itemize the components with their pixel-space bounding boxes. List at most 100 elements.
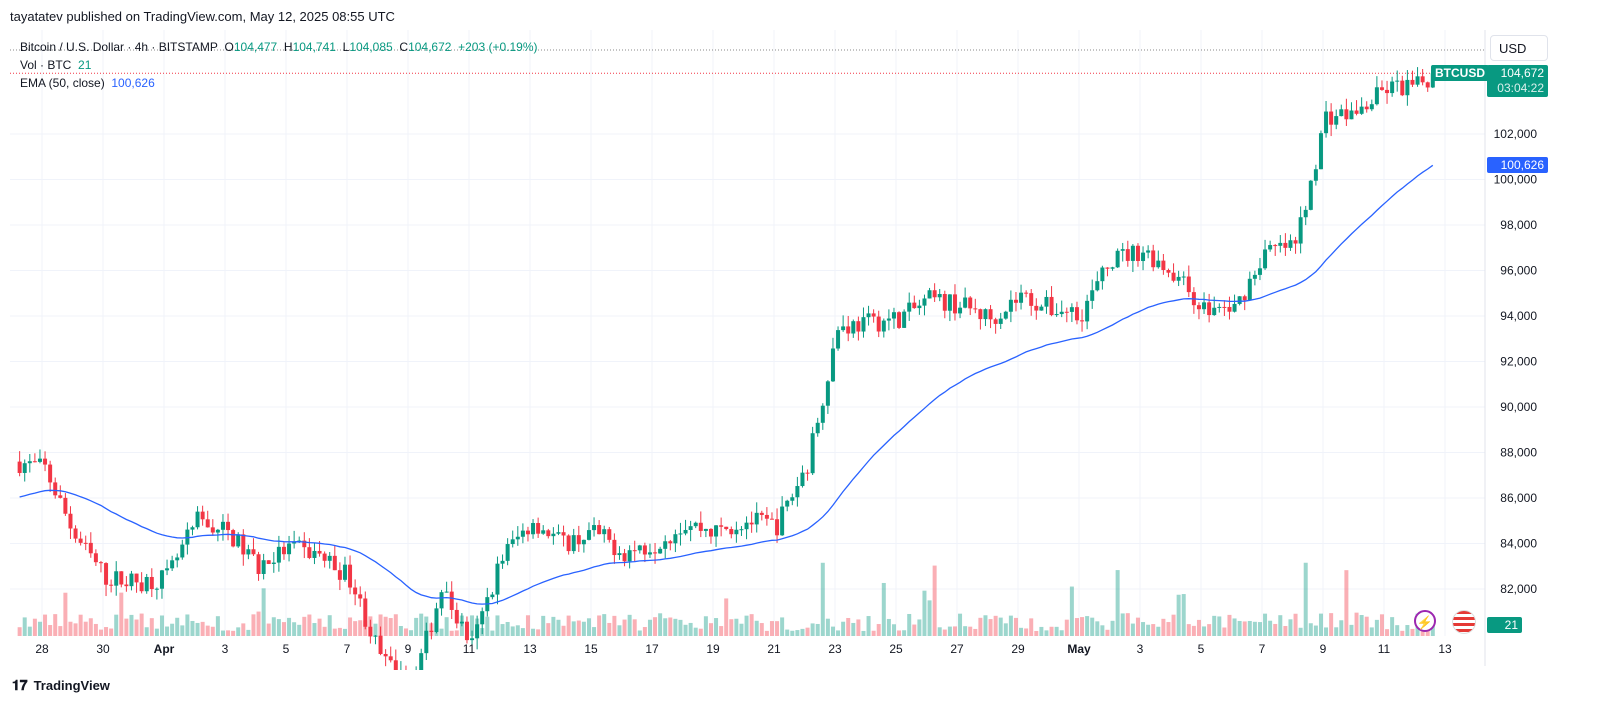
candle-body — [1227, 306, 1232, 312]
candle-body — [1090, 290, 1095, 301]
currency-button[interactable]: USD — [1490, 35, 1548, 61]
volume-bar — [32, 618, 37, 636]
volume-bar — [983, 615, 988, 636]
grid — [0, 30, 1486, 666]
candle-body — [983, 309, 988, 320]
volume-bar — [1064, 619, 1069, 636]
volume-bar — [1329, 613, 1334, 636]
volume-bar — [1313, 625, 1318, 636]
candle-body — [617, 553, 622, 556]
candle-body — [866, 313, 871, 318]
volume-tag: 21 — [1487, 617, 1522, 633]
time-tick: 9 — [405, 642, 412, 656]
candle-body — [63, 497, 68, 514]
candle-body — [348, 564, 353, 588]
volume-bar — [647, 619, 652, 636]
volume-bar — [922, 590, 927, 636]
volume-bar — [1074, 618, 1079, 636]
candle-body — [175, 557, 180, 561]
time-tick: 7 — [344, 642, 351, 656]
candle-body — [449, 591, 454, 610]
volume-bar — [510, 626, 515, 636]
volume-bar — [1191, 625, 1196, 636]
volume-bar — [1003, 623, 1008, 636]
candle-body — [1354, 110, 1359, 114]
volume-bar — [1186, 624, 1191, 636]
price-axis: 82,000 84,000 86,000 88,000 90,000 92,000 94,0… — [1494, 127, 1538, 596]
candle-body — [1405, 79, 1410, 96]
volume-bar — [866, 616, 871, 636]
volume-legend[interactable]: Vol · BTC 21 — [20, 56, 538, 74]
ema-legend[interactable]: EMA (50, close) 100,626 — [20, 74, 538, 92]
candle-body — [1202, 302, 1207, 310]
volume-bar — [124, 618, 129, 636]
candle-body — [561, 532, 566, 536]
volume-bar — [1405, 625, 1410, 636]
candle-body — [1024, 292, 1029, 294]
volume-bar — [241, 623, 246, 636]
volume-bar — [1161, 618, 1166, 636]
us-flag-event-icon[interactable] — [1452, 610, 1476, 634]
candle-body — [1171, 272, 1176, 281]
volume-bar — [1257, 622, 1262, 636]
candle-body — [825, 381, 830, 406]
volume-bar — [1141, 622, 1146, 636]
volume-bar — [932, 565, 937, 636]
candle-body — [480, 611, 485, 625]
volume-bar — [658, 613, 663, 636]
volume-bar — [815, 623, 820, 636]
volume-bar — [1395, 625, 1400, 636]
low-label: L — [342, 40, 350, 54]
tv-logo-icon: 𝟏𝟕 — [12, 677, 28, 693]
candle-body — [683, 529, 688, 534]
candle-body — [353, 587, 358, 595]
volume-bar — [693, 627, 698, 636]
symbol-legend[interactable]: Bitcoin / U.S. Dollar · 4h · BITSTAMP O1… — [20, 38, 538, 56]
candle-body — [1273, 245, 1278, 247]
volume-bar — [1400, 630, 1405, 636]
volume-bar — [409, 630, 414, 636]
volume-bar — [1247, 620, 1252, 636]
volume-bar — [63, 592, 68, 636]
volume-bar — [1288, 619, 1293, 636]
volume-bar — [287, 617, 292, 636]
volume-bar — [683, 624, 688, 636]
volume-bar — [449, 630, 454, 636]
volume-bar — [520, 628, 525, 636]
candle-body — [337, 570, 342, 580]
volume-bar — [805, 627, 810, 636]
volume-bar — [129, 614, 134, 636]
volume-bar — [668, 617, 673, 636]
volume-bar — [841, 621, 846, 636]
candle-body — [1217, 306, 1222, 308]
volume-bar — [1283, 626, 1288, 636]
lightning-event-icon[interactable]: ⚡ — [1414, 610, 1436, 632]
volume-bar — [602, 614, 607, 636]
candle-body — [907, 302, 912, 312]
tradingview-logo[interactable]: 𝟏𝟕 TradingView — [12, 677, 110, 694]
volume-bar — [1019, 627, 1024, 636]
price-chart[interactable]: 82,000 84,000 86,000 88,000 90,000 92,000 94,0… — [0, 30, 1600, 670]
candle-body — [1425, 82, 1430, 88]
price-tick: 82,000 — [1500, 582, 1537, 596]
candle-body — [881, 320, 886, 332]
volume-bar — [83, 621, 88, 636]
volume-bar — [576, 620, 581, 636]
candle-body — [815, 422, 820, 434]
candle-body — [1263, 249, 1268, 269]
volume-bar — [154, 628, 159, 636]
candle-body — [114, 571, 119, 586]
volume-bar — [175, 617, 180, 636]
high-label: H — [283, 40, 293, 54]
volume-bar — [388, 618, 393, 636]
candle-body — [927, 290, 932, 299]
candle-body — [520, 530, 525, 537]
volume-bar — [556, 619, 561, 636]
time-tick: 19 — [706, 642, 720, 656]
time-tick: 3 — [1137, 642, 1144, 656]
volume-bar — [891, 624, 896, 636]
volume-bar — [612, 615, 617, 636]
candle-body — [205, 519, 210, 528]
candle-body — [749, 522, 754, 525]
volume-bar — [759, 623, 764, 636]
